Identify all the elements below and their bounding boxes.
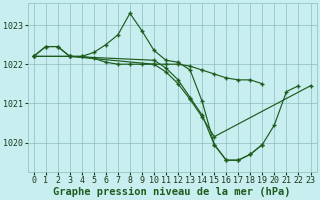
- X-axis label: Graphe pression niveau de la mer (hPa): Graphe pression niveau de la mer (hPa): [53, 186, 291, 197]
